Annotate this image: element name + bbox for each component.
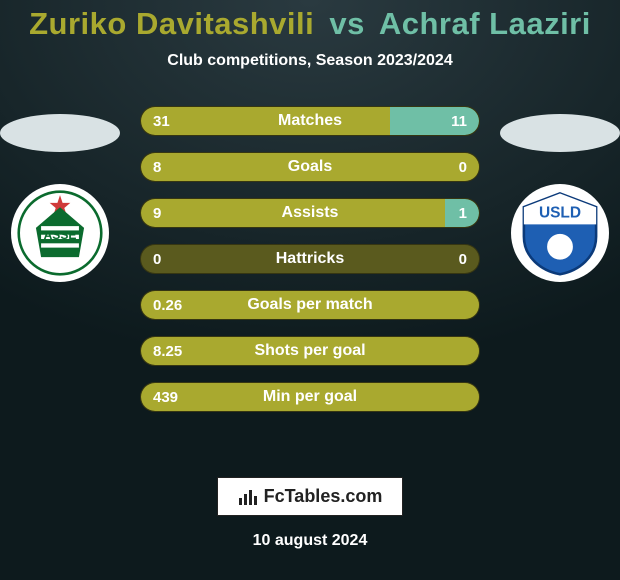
title-player1: Zuriko Davitashvili (29, 6, 314, 41)
footer: FcTables.com 10 august 2024 (0, 477, 620, 550)
player2-silhouette-icon (500, 114, 620, 152)
stat-label: Shots per goal (141, 337, 479, 365)
svg-text:USLD: USLD (539, 205, 581, 222)
club-badge-right: USLD (511, 184, 609, 282)
page-title: Zuriko Davitashvili vs Achraf Laaziri (0, 6, 620, 42)
stat-row: 3111Matches (140, 106, 480, 136)
usld-badge-icon: USLD (517, 190, 603, 276)
stat-label: Hattricks (141, 245, 479, 273)
stat-label: Min per goal (141, 383, 479, 411)
date-label: 10 august 2024 (253, 532, 368, 550)
player2-side: USLD (500, 114, 620, 282)
asse-badge-icon: ASSE (17, 190, 103, 276)
stat-row: 8.25Shots per goal (140, 336, 480, 366)
player1-silhouette-icon (0, 114, 120, 152)
stat-label: Goals (141, 153, 479, 181)
site-branding: FcTables.com (217, 477, 404, 516)
title-player2: Achraf Laaziri (379, 6, 591, 41)
site-name: FcTables.com (264, 486, 383, 507)
player1-side: ASSE (0, 114, 120, 282)
stat-label: Assists (141, 199, 479, 227)
stat-row: 439Min per goal (140, 382, 480, 412)
stat-row: 00Hattricks (140, 244, 480, 274)
content: Zuriko Davitashvili vs Achraf Laaziri Cl… (0, 0, 620, 580)
svg-text:ASSE: ASSE (44, 228, 77, 242)
title-vs: vs (323, 6, 370, 41)
stat-row: 91Assists (140, 198, 480, 228)
bars-icon (238, 488, 258, 506)
subtitle: Club competitions, Season 2023/2024 (0, 52, 620, 70)
stat-row: 0.26Goals per match (140, 290, 480, 320)
arena: ASSE USLD 3111Matches 80Goals 91Assists 00H… (0, 92, 620, 452)
stat-label: Goals per match (141, 291, 479, 319)
club-badge-left: ASSE (11, 184, 109, 282)
stat-row: 80Goals (140, 152, 480, 182)
stat-label: Matches (141, 107, 479, 135)
stat-bars: 3111Matches 80Goals 91Assists 00Hattricks 0.… (140, 106, 480, 428)
